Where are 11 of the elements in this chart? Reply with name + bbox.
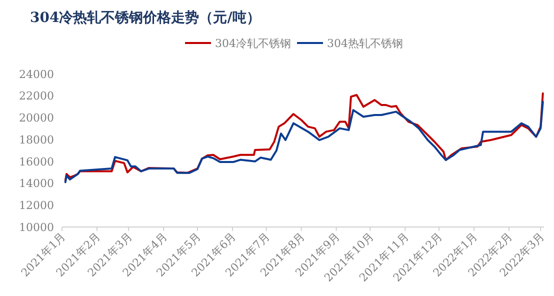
chart-title: 304冷热轧不锈钢价格走势（元/吨） [30,10,260,26]
y-tick-label: 16000 [19,155,54,168]
y-tick-label: 14000 [19,177,54,190]
y-tick-label: 22000 [19,90,54,103]
legend-label: 304热轧不锈钢 [327,37,403,50]
y-tick-label: 20000 [19,112,54,125]
y-tick-label: 12000 [19,198,54,212]
legend-label: 304冷轧不锈钢 [215,37,291,50]
y-tick-label: 18000 [19,133,54,146]
y-tick-label: 24000 [19,68,54,81]
y-tick-label: 10000 [19,220,54,234]
